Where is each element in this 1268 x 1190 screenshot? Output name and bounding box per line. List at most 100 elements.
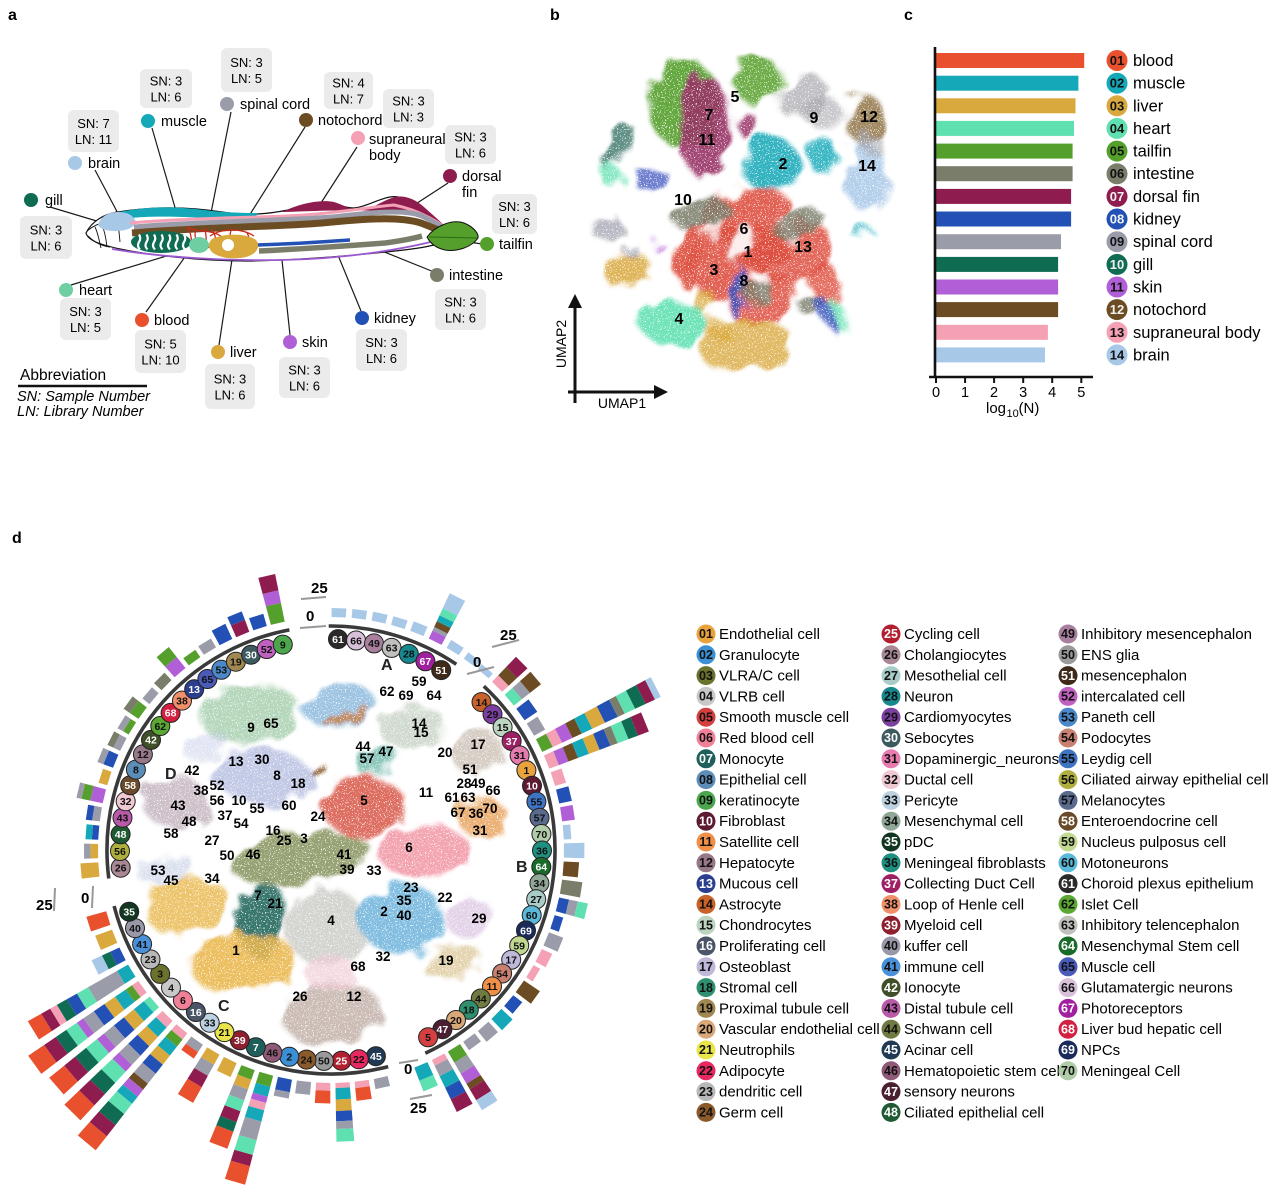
svg-text:Myeloid cell: Myeloid cell <box>904 917 982 934</box>
svg-text:49: 49 <box>368 638 380 650</box>
svg-text:Abbreviation: Abbreviation <box>20 367 106 384</box>
svg-text:48: 48 <box>884 1106 898 1120</box>
svg-text:9: 9 <box>280 639 286 651</box>
svg-text:immune cell: immune cell <box>904 959 984 976</box>
svg-text:62: 62 <box>1061 898 1075 912</box>
svg-text:13: 13 <box>1110 325 1124 340</box>
svg-text:SN: 3: SN: 3 <box>392 94 425 109</box>
svg-text:17: 17 <box>505 955 517 967</box>
svg-text:26: 26 <box>115 863 127 875</box>
svg-text:34: 34 <box>204 871 220 886</box>
svg-text:Ciliated airway epithelial cel: Ciliated airway epithelial cell <box>1081 772 1268 789</box>
svg-text:44: 44 <box>884 1022 898 1036</box>
svg-text:04: 04 <box>1110 121 1125 136</box>
svg-text:35: 35 <box>884 835 898 849</box>
svg-text:57: 57 <box>1061 794 1075 808</box>
svg-text:kidney: kidney <box>1133 211 1181 229</box>
svg-text:LN: 6: LN: 6 <box>30 239 61 254</box>
svg-text:51: 51 <box>1061 669 1075 683</box>
svg-text:15: 15 <box>497 722 509 734</box>
svg-text:10: 10 <box>231 793 246 808</box>
svg-text:Photoreceptors: Photoreceptors <box>1081 1000 1183 1017</box>
svg-text:05: 05 <box>699 710 713 724</box>
svg-text:56: 56 <box>1061 773 1075 787</box>
svg-text:SN: 3: SN: 3 <box>444 295 477 310</box>
svg-text:61: 61 <box>444 790 460 805</box>
svg-text:UMAP1: UMAP1 <box>598 395 646 411</box>
svg-text:33: 33 <box>366 863 382 878</box>
svg-text:4: 4 <box>1048 385 1056 401</box>
svg-text:42: 42 <box>184 763 199 778</box>
svg-text:Pericyte: Pericyte <box>904 792 958 809</box>
svg-text:28: 28 <box>456 776 472 791</box>
svg-text:22: 22 <box>699 1064 713 1078</box>
svg-text:LN: 5: LN: 5 <box>231 71 262 86</box>
svg-text:6: 6 <box>180 995 186 1007</box>
svg-text:67: 67 <box>450 805 465 820</box>
svg-text:35: 35 <box>123 907 135 919</box>
svg-text:20: 20 <box>450 1015 462 1027</box>
svg-text:Meningeal Cell: Meningeal Cell <box>1081 1063 1180 1080</box>
svg-text:LN: 6: LN: 6 <box>499 215 530 230</box>
svg-text:Hepatocyte: Hepatocyte <box>719 855 795 872</box>
svg-text:body: body <box>369 148 401 164</box>
svg-text:64: 64 <box>535 862 547 874</box>
svg-text:70: 70 <box>536 829 548 841</box>
svg-text:37: 37 <box>506 736 518 748</box>
svg-text:18: 18 <box>699 981 713 995</box>
svg-text:Inhibitory mesencephalon: Inhibitory mesencephalon <box>1081 626 1252 643</box>
svg-text:38: 38 <box>176 695 188 707</box>
svg-text:65: 65 <box>1061 960 1075 974</box>
svg-text:08: 08 <box>1110 212 1124 227</box>
svg-text:44: 44 <box>355 739 371 754</box>
svg-text:Hematopoietic stem cell: Hematopoietic stem cell <box>904 1063 1063 1080</box>
svg-text:26: 26 <box>292 989 308 1004</box>
svg-text:kidney: kidney <box>374 311 417 327</box>
svg-text:supraneural body: supraneural body <box>1133 324 1261 342</box>
svg-text:2: 2 <box>286 1052 292 1064</box>
svg-text:11: 11 <box>699 132 716 149</box>
svg-text:Collecting Duct Cell: Collecting Duct Cell <box>904 876 1035 893</box>
svg-text:9: 9 <box>810 110 819 127</box>
svg-text:Endothelial cell: Endothelial cell <box>719 626 820 643</box>
svg-text:37: 37 <box>217 808 232 823</box>
svg-text:24: 24 <box>301 1054 313 1066</box>
svg-text:c: c <box>904 7 913 24</box>
svg-text:65: 65 <box>263 716 279 731</box>
svg-text:supraneural: supraneural <box>369 132 446 148</box>
svg-text:38: 38 <box>884 898 898 912</box>
svg-text:LN: 6: LN: 6 <box>214 388 245 403</box>
svg-text:54: 54 <box>233 816 249 831</box>
svg-text:skin: skin <box>1133 279 1162 297</box>
svg-text:68: 68 <box>165 708 177 720</box>
svg-text:54: 54 <box>1061 731 1075 745</box>
svg-text:dorsal fin: dorsal fin <box>1133 188 1200 206</box>
svg-text:25: 25 <box>336 1056 348 1068</box>
svg-text:5: 5 <box>1077 385 1085 401</box>
svg-text:12: 12 <box>860 109 878 126</box>
svg-text:liver: liver <box>1133 97 1164 115</box>
svg-text:12: 12 <box>699 856 713 870</box>
svg-text:Stromal cell: Stromal cell <box>719 980 797 997</box>
svg-text:Red blood cell: Red blood cell <box>719 730 814 747</box>
svg-text:30: 30 <box>884 731 898 745</box>
svg-text:60: 60 <box>1061 856 1075 870</box>
svg-text:34: 34 <box>534 878 546 890</box>
svg-text:41: 41 <box>136 939 148 951</box>
svg-text:d: d <box>12 530 22 547</box>
svg-text:brain: brain <box>88 156 120 172</box>
svg-text:14: 14 <box>1110 347 1125 362</box>
svg-text:37: 37 <box>884 877 898 891</box>
svg-text:Islet Cell: Islet Cell <box>1081 896 1139 913</box>
svg-text:Chondrocytes: Chondrocytes <box>719 917 812 934</box>
svg-text:58: 58 <box>1061 814 1075 828</box>
svg-text:25: 25 <box>311 580 328 597</box>
svg-text:56: 56 <box>209 793 225 808</box>
svg-text:13: 13 <box>794 239 812 256</box>
svg-text:Enteroendocrine cell: Enteroendocrine cell <box>1081 813 1218 830</box>
svg-text:11: 11 <box>419 785 434 800</box>
svg-text:68: 68 <box>1061 1022 1075 1036</box>
svg-text:Motoneurons: Motoneurons <box>1081 855 1169 872</box>
svg-text:Dopaminergic_neurons: Dopaminergic_neurons <box>904 751 1059 768</box>
svg-text:46: 46 <box>884 1064 898 1078</box>
